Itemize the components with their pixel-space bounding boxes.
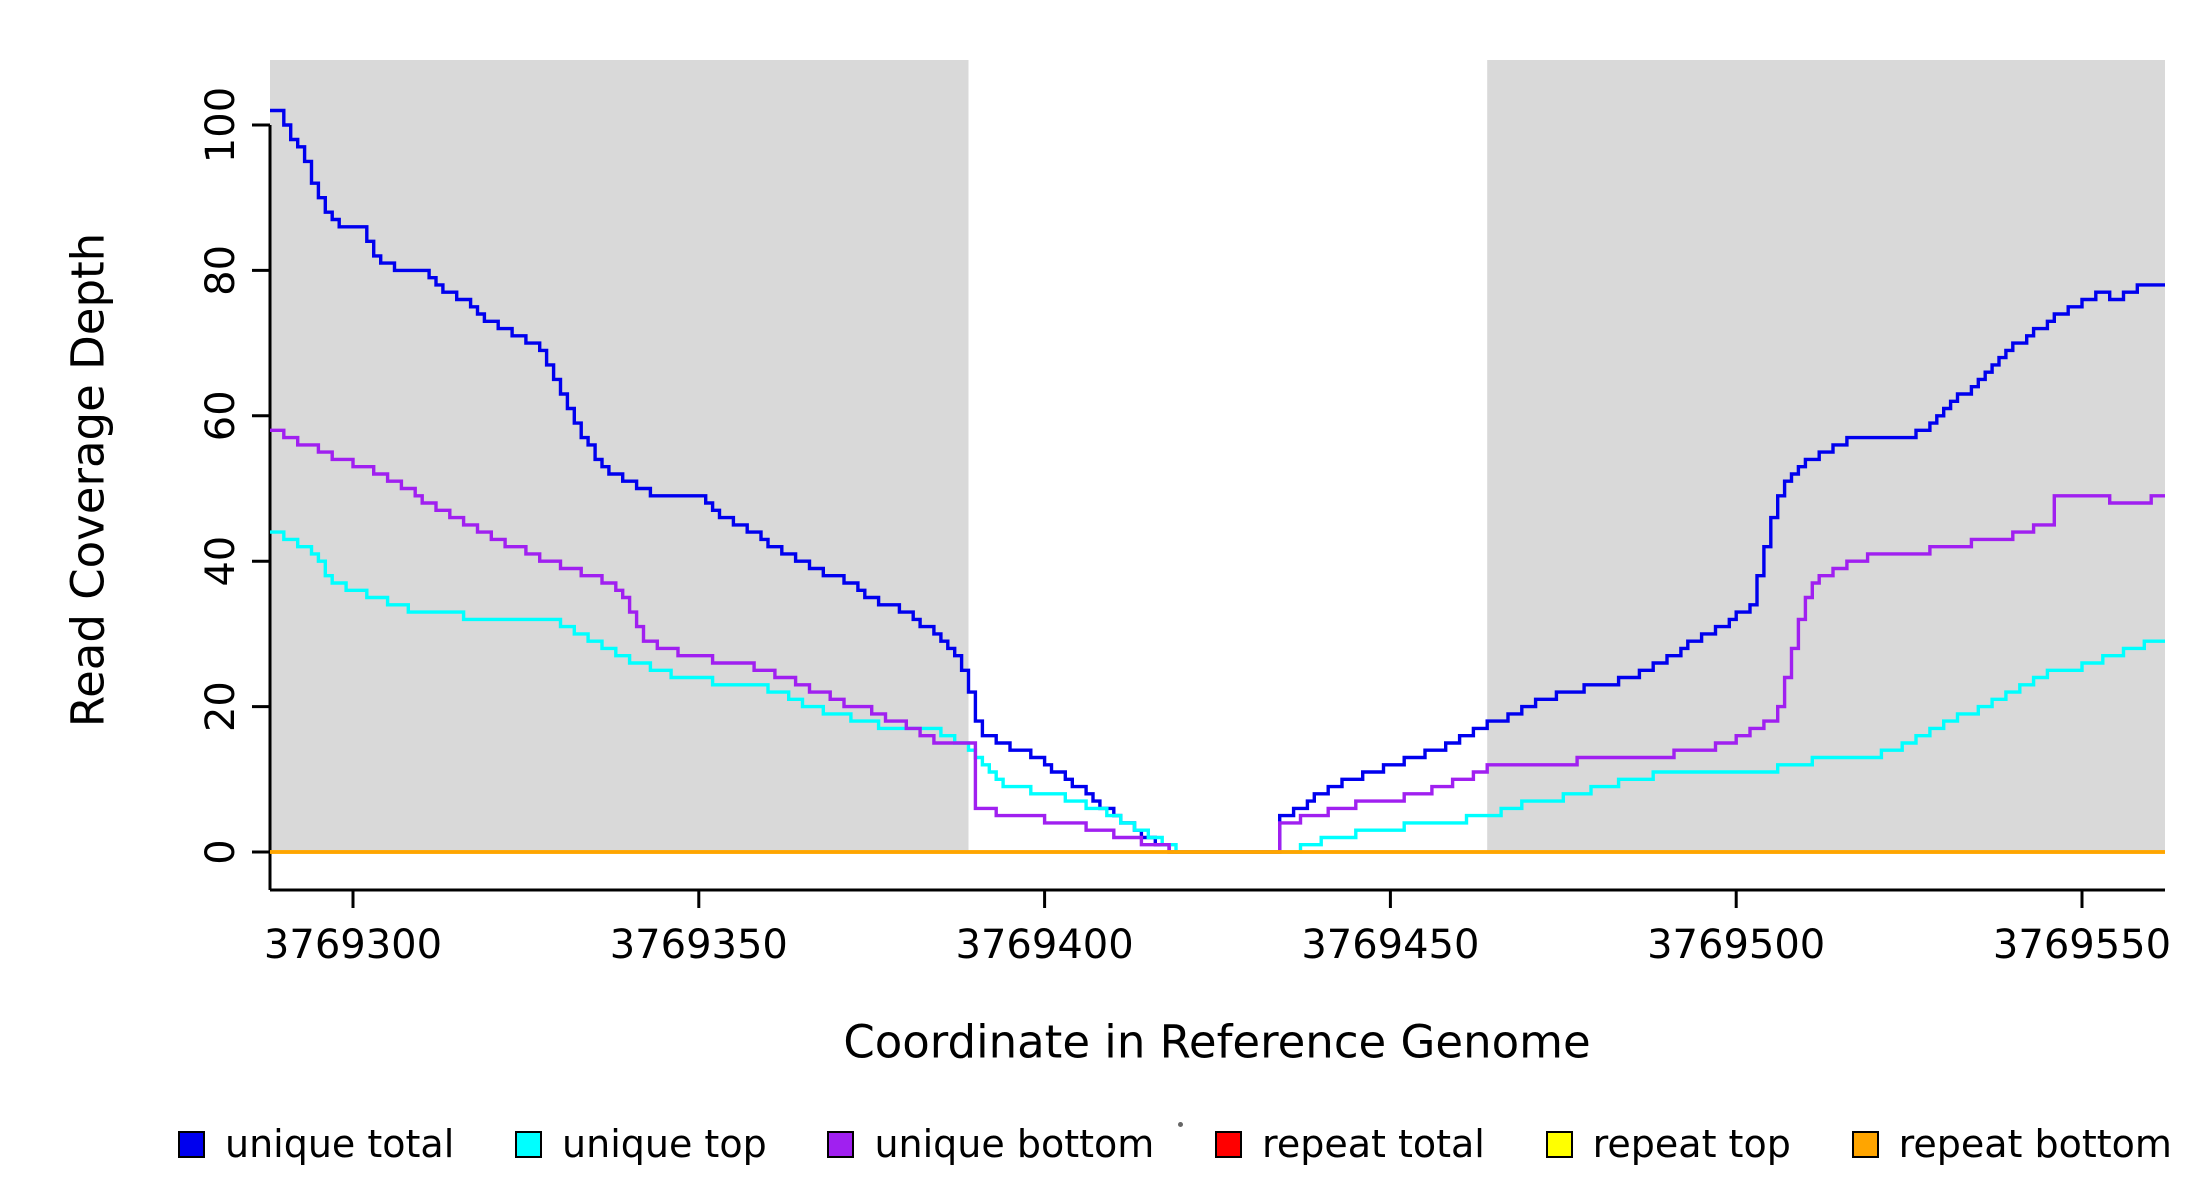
y-tick-label: 60 [198, 390, 244, 441]
legend-swatch-unique-bottom-icon [827, 1130, 855, 1158]
x-tick-label: 3769500 [1647, 922, 1825, 968]
legend-label-unique-total: unique total [225, 1122, 455, 1166]
series-unique-bottom [270, 428, 2165, 854]
y-tick-label: 20 [198, 681, 244, 732]
x-tick-label: 3769550 [1993, 922, 2171, 968]
x-tick-label: 3769350 [610, 922, 788, 968]
legend-label-unique-top: unique top [562, 1122, 767, 1166]
coverage-plot: 0 20 40 60 80 100 3769300 3769350 3769400 3769450… [198, 60, 2171, 968]
x-tick-label: 3769450 [1301, 922, 1479, 968]
stray-dot [1178, 1122, 1183, 1127]
highlight-band-1 [1487, 60, 2165, 852]
x-axis-title: Coordinate in Reference Genome [843, 1015, 1591, 1069]
legend-item-unique-bottom: unique bottom [827, 1122, 1154, 1166]
legend-swatch-repeat-bottom-icon [1851, 1130, 1879, 1158]
legend-item-unique-total: unique total [178, 1122, 454, 1166]
legend-label-repeat-bottom: repeat bottom [1898, 1122, 2172, 1166]
legend: unique total unique top unique bottom re… [178, 1112, 2172, 1176]
legend-swatch-unique-top-icon [515, 1130, 543, 1158]
legend-label-unique-bottom: unique bottom [874, 1122, 1155, 1166]
x-tick-label: 3769300 [264, 922, 442, 968]
legend-item-repeat-total: repeat total [1215, 1122, 1485, 1166]
series-unique-top [270, 530, 2165, 854]
legend-swatch-repeat-top-icon [1545, 1130, 1573, 1158]
legend-label-repeat-top: repeat top [1592, 1122, 1791, 1166]
y-tick-label: 0 [198, 839, 244, 864]
legend-swatch-unique-total-icon [178, 1130, 205, 1158]
legend-label-repeat-total: repeat total [1262, 1122, 1485, 1166]
y-tick-label: 100 [198, 87, 244, 163]
legend-swatch-repeat-total-icon [1215, 1130, 1243, 1158]
x-tick-label: 3769400 [956, 922, 1134, 968]
legend-item-repeat-top: repeat top [1545, 1122, 1791, 1166]
series-unique-total [270, 108, 2165, 854]
y-tick-label: 80 [198, 245, 244, 296]
y-tick-label: 40 [198, 536, 244, 587]
highlight-band-0 [270, 60, 969, 852]
legend-item-repeat-bottom: repeat bottom [1851, 1122, 2172, 1166]
legend-item-unique-top: unique top [515, 1122, 767, 1166]
